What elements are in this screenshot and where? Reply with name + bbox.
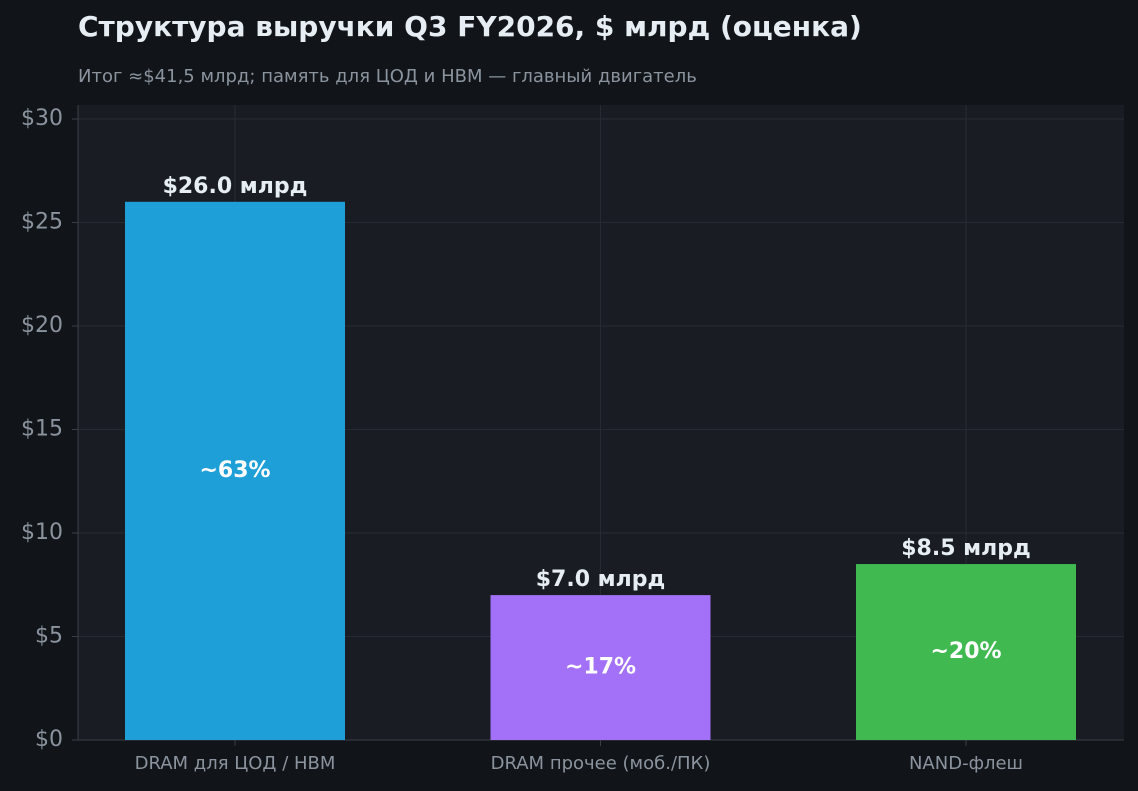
bar bbox=[856, 564, 1076, 740]
y-tick-label: $10 bbox=[21, 520, 63, 545]
y-tick-label: $20 bbox=[21, 313, 63, 338]
chart-title: Структура выручки Q3 FY2026, $ млрд (оце… bbox=[78, 10, 862, 43]
share-label: ~63% bbox=[199, 458, 270, 483]
y-tick-label: $15 bbox=[21, 417, 63, 442]
value-label: $8.5 млрд bbox=[901, 536, 1031, 561]
y-tick-label: $5 bbox=[35, 624, 63, 649]
chart-subtitle: Итог ≈$41,5 млрд; память для ЦОД и HBM —… bbox=[78, 66, 697, 87]
share-label: ~17% bbox=[565, 655, 636, 680]
bar bbox=[125, 201, 345, 741]
value-label: $26.0 млрд bbox=[163, 174, 308, 199]
y-tick-label: $30 bbox=[21, 106, 63, 131]
x-tick-label: DRAM для ЦОД / HBM bbox=[135, 753, 336, 774]
share-label: ~20% bbox=[930, 639, 1001, 664]
x-tick-label: NAND-флеш bbox=[909, 753, 1023, 774]
value-label: $7.0 млрд bbox=[536, 567, 666, 592]
x-tick-label: DRAM прочее (моб./ПК) bbox=[491, 753, 711, 774]
bar bbox=[490, 595, 711, 740]
y-tick-label: $0 bbox=[35, 727, 63, 752]
y-tick-label: $25 bbox=[21, 210, 63, 235]
